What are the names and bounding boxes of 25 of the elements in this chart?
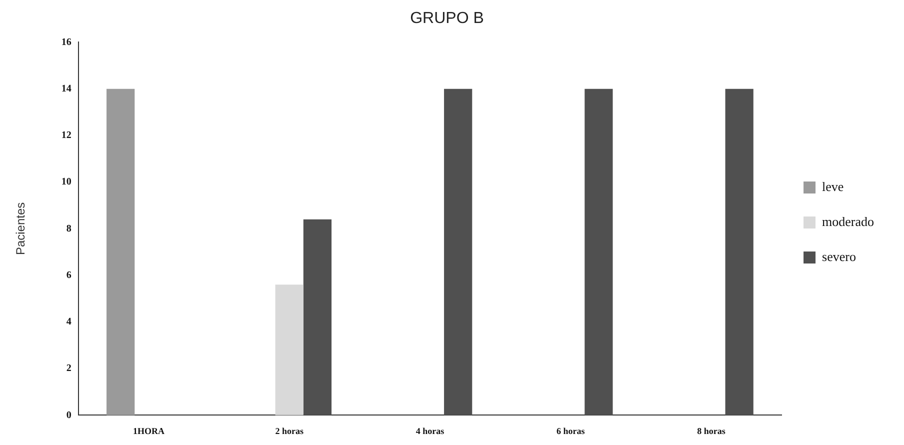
y-tick-label: 8 bbox=[66, 223, 72, 234]
legend-label: moderado bbox=[822, 214, 874, 229]
y-tick-label: 14 bbox=[61, 83, 72, 94]
bar bbox=[444, 88, 472, 416]
y-tick-label: 10 bbox=[61, 176, 72, 188]
x-tick-label: 2 horas bbox=[275, 426, 304, 436]
y-tick-label: 6 bbox=[66, 270, 72, 281]
chart-title: GRUPO B bbox=[410, 10, 484, 28]
y-tick-label: 0 bbox=[66, 410, 72, 421]
bar bbox=[275, 284, 304, 416]
x-tick-label: 4 horas bbox=[416, 426, 445, 436]
x-tick-label: 1HORA bbox=[132, 426, 165, 436]
legend-label: leve bbox=[822, 178, 844, 194]
legend-label: severo bbox=[822, 248, 856, 264]
x-tick-label: 6 horas bbox=[556, 426, 586, 436]
y-tick-label: 12 bbox=[61, 130, 72, 142]
bar bbox=[725, 88, 754, 416]
bar bbox=[303, 219, 332, 416]
bar bbox=[584, 88, 613, 416]
bar bbox=[106, 88, 135, 416]
y-axis-title: Pacientes bbox=[14, 202, 28, 256]
y-tick-label: 4 bbox=[66, 316, 72, 328]
y-tick-label: 2 bbox=[66, 363, 72, 374]
y-tick-label: 16 bbox=[61, 36, 72, 48]
x-tick-label: 8 horas bbox=[697, 426, 726, 436]
